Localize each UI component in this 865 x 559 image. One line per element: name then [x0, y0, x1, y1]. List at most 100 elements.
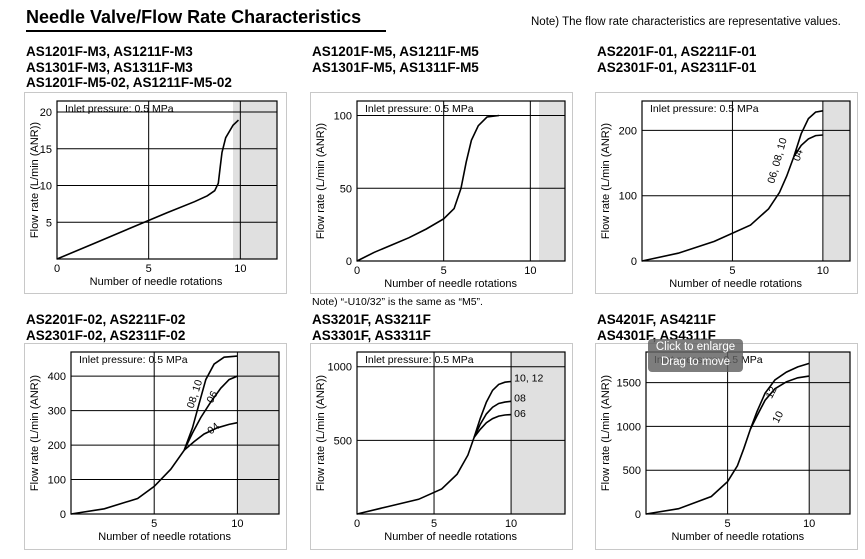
series-label: 08 [514, 392, 526, 404]
model-line: AS4201F, AS4211F [597, 312, 716, 327]
representative-values-note: Note) The flow rate characteristics are … [531, 16, 841, 28]
inlet-pressure-label: Inlet pressure: 0.5 MPa [650, 103, 759, 115]
model-line: AS1201F-M5-02, AS1211F-M5-02 [26, 75, 232, 90]
x-tick-label: 0 [354, 518, 360, 530]
flow-curve-series-3 [473, 413, 512, 438]
y-tick-label: 200 [619, 125, 637, 137]
x-tick-label: 5 [146, 263, 152, 275]
chart-3-models: AS2201F-01, AS2211F-01 AS2301F-01, AS231… [597, 44, 756, 75]
inlet-pressure-label: Inlet pressure: 0.5 MPa [65, 103, 174, 115]
y-axis-title: Flow rate (L/min (ANR)) [315, 123, 327, 239]
inlet-pressure-label: Inlet pressure: 0.5 MPa [365, 354, 474, 366]
flow-curve-series-2 [473, 400, 512, 438]
y-tick-label: 100 [334, 111, 352, 123]
y-axis-title: Flow rate (L/min (ANR)) [29, 375, 41, 491]
chart-5-plot: 0 5 10 500 1000 Number of needle rotations Flo… [315, 351, 566, 543]
model-line: AS2201F-02, AS2211F-02 [26, 312, 186, 327]
plot-background-white [57, 101, 233, 259]
y-tick-label: 50 [340, 183, 352, 195]
plot-background-white [357, 101, 539, 261]
x-tick-label: 0 [54, 263, 60, 275]
flow-curve-series-2 [793, 134, 823, 157]
m5-equivalence-note: Note) “-U10/32” is the same as “M5”. [312, 296, 483, 308]
series-label: 06 [514, 408, 526, 420]
tooltip-line-drag: Drag to move [660, 356, 731, 368]
x-tick-label: 5 [151, 518, 157, 530]
flow-curve-series-3 [183, 421, 238, 451]
x-tick-label: 10 [234, 263, 246, 275]
chart-4-models: AS2201F-02, AS2211F-02 AS2301F-02, AS231… [26, 312, 185, 343]
flow-curve-series-1 [70, 355, 238, 515]
x-tick-label: 5 [441, 265, 447, 277]
x-tick-label: 0 [354, 265, 360, 277]
model-line: AS1301F-M5, AS1311F-M5 [312, 59, 479, 75]
flow-curve-series-2 [183, 375, 238, 451]
y-axis-title: Flow rate (L/min (ANR)) [600, 375, 612, 491]
tooltip-line-enlarge: Click to enlarge [655, 341, 736, 353]
y-tick-label: 400 [48, 371, 66, 383]
chart-4[interactable]: 5 10 0 100 200 300 400 Number of needle rotatio… [24, 343, 287, 550]
x-tick-label: 10 [817, 265, 829, 277]
chart-6-plot: 5 10 0 500 1000 1500 Number of needle rotation… [600, 351, 851, 543]
plot-frame [356, 100, 566, 262]
chart-1-models: AS1201F-M3, AS1211F-M3 AS1301F-M3, AS131… [26, 44, 232, 91]
y-tick-label: 10 [40, 181, 52, 193]
model-line: AS4301F, AS4311F [597, 327, 716, 343]
x-tick-label: 10 [505, 518, 517, 530]
y-tick-label: 500 [334, 435, 352, 447]
x-axis-title: Number of needle rotations [98, 531, 231, 543]
x-tick-label: 5 [431, 518, 437, 530]
y-tick-label: 1500 [617, 378, 641, 390]
page-title: Needle Valve/Flow Rate Characteristics [26, 7, 362, 27]
model-line: AS2301F-02, AS2311F-02 [26, 327, 186, 343]
model-line: AS1301F-M3, AS1311F-M3 [26, 59, 193, 75]
y-tick-label: 0 [631, 256, 637, 268]
x-tick-label: 5 [729, 265, 735, 277]
x-axis-title: Number of needle rotations [669, 278, 802, 290]
model-line: AS2201F-01, AS2211F-01 [597, 44, 757, 59]
inlet-pressure-label: Inlet pressure: 0.5 MPa [365, 103, 474, 115]
x-axis-title: Number of needle rotations [671, 531, 804, 543]
series-label: 10, 12 [514, 372, 543, 384]
model-line: AS3301F, AS3311F [312, 327, 431, 343]
flow-curve-series-1 [356, 114, 500, 262]
chart-3[interactable]: 5 10 0 100 200 Number of needle rotations Flow… [595, 92, 858, 294]
plot-frame [645, 351, 851, 515]
chart-5-models: AS3201F, AS3211F AS3301F, AS3311F [312, 312, 431, 343]
model-line: AS1201F-M5, AS1211F-M5 [312, 44, 479, 59]
chart-1[interactable]: 0 5 10 5 10 15 20 Number of needle rotations Flo… [24, 92, 287, 294]
title-underline [26, 30, 386, 32]
plot-frame [56, 100, 278, 260]
y-tick-label: 0 [635, 509, 641, 521]
y-axis-title: Flow rate (L/min (ANR)) [315, 375, 327, 491]
model-line: AS2301F-01, AS2311F-01 [597, 59, 757, 75]
plot-frame [641, 100, 851, 262]
y-axis-title: Flow rate (L/min (ANR)) [600, 123, 612, 239]
series-label: 06 [204, 389, 220, 405]
enlarge-tooltip[interactable]: Click to enlarge Drag to move [648, 339, 743, 372]
flow-curve-series-1 [56, 119, 240, 260]
x-tick-label: 10 [231, 518, 243, 530]
chart-2-models: AS1201F-M5, AS1211F-M5 AS1301F-M5, AS131… [312, 44, 479, 75]
chart-1-plot: 0 5 10 5 10 15 20 Number of needle rotations Flo… [29, 100, 278, 288]
series-label: 10 [770, 409, 786, 425]
y-tick-label: 200 [48, 440, 66, 452]
y-tick-label: 0 [346, 256, 352, 268]
model-line: AS3201F, AS3211F [312, 312, 431, 327]
model-line: AS1201F-M3, AS1211F-M3 [26, 44, 193, 59]
flow-curve-series-2 [749, 375, 810, 430]
x-tick-label: 10 [803, 518, 815, 530]
chart-6[interactable]: 5 10 0 500 1000 1500 Number of needle rotation… [595, 343, 858, 550]
inlet-pressure-label: Inlet pressure: 0.5 MPa [79, 354, 188, 366]
y-tick-label: 100 [619, 191, 637, 203]
chart-2[interactable]: 0 5 10 0 50 100 Number of needle rotations Flow… [310, 92, 573, 294]
y-axis-title: Flow rate (L/min (ANR)) [29, 122, 41, 238]
chart-5[interactable]: 0 5 10 500 1000 Number of needle rotations Flo… [310, 343, 573, 550]
x-tick-label: 10 [524, 265, 536, 277]
y-tick-label: 1000 [617, 421, 641, 433]
x-axis-title: Number of needle rotations [384, 278, 517, 290]
y-tick-label: 300 [48, 406, 66, 418]
y-tick-label: 100 [48, 475, 66, 487]
